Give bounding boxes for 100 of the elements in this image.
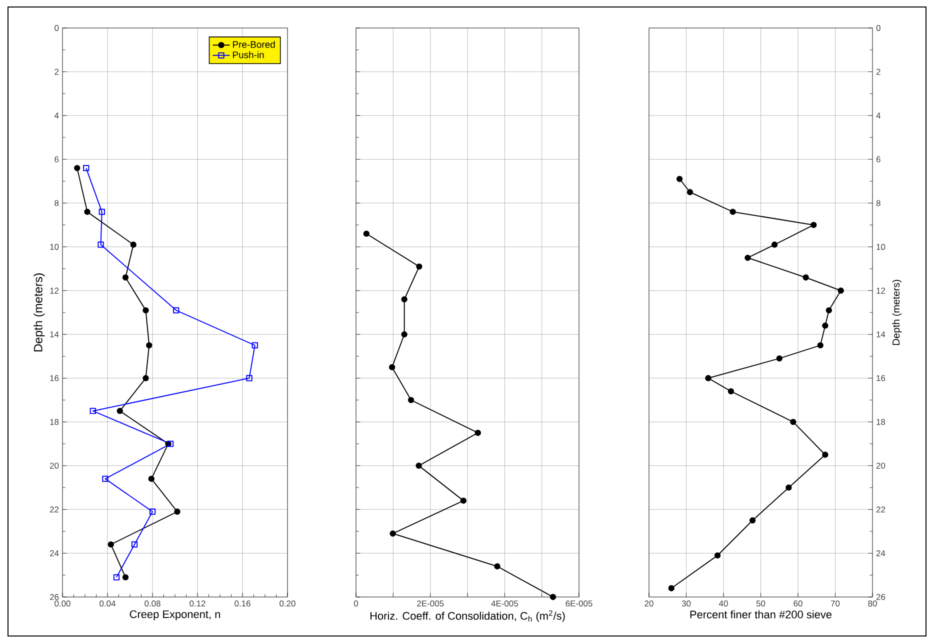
point: [810, 222, 817, 228]
point: [802, 274, 809, 281]
point: [786, 484, 792, 491]
point: [122, 274, 129, 281]
point: [822, 322, 828, 329]
y2-tick-label: 14: [876, 331, 886, 338]
point: [705, 375, 712, 382]
point: [817, 342, 824, 348]
y2-tick-label: 10: [876, 244, 886, 250]
point: [401, 296, 408, 302]
y-tick-label: 24: [50, 550, 59, 556]
point: [116, 408, 123, 414]
y-tick-label: 2: [54, 68, 59, 75]
y-axis-title: Depth (meters): [34, 273, 45, 352]
y-tick-label: 6: [54, 156, 59, 162]
x-tick-label: 40: [718, 600, 728, 607]
point: [822, 452, 828, 458]
x-tick-label: 0.00: [54, 600, 70, 607]
y2-axis-title: Depth (meters): [892, 280, 902, 345]
y-tick-label: 22: [50, 506, 59, 512]
x-tick-label: 80: [868, 600, 877, 607]
x-tick-label: 4E-005: [491, 600, 518, 607]
point: [388, 364, 396, 370]
point: [173, 307, 180, 314]
x-tick-label: 0.20: [280, 600, 296, 607]
point: [401, 331, 408, 338]
point: [494, 563, 500, 570]
y-tick-label: 20: [50, 462, 59, 469]
point: [149, 508, 156, 515]
y-tick-label: 26: [50, 594, 59, 600]
y2-tick-label: 8: [876, 200, 880, 206]
point: [98, 208, 105, 215]
y2-tick-label: 4: [876, 112, 880, 118]
x-axis-title: Horiz. Coeff. of Consolidation, C$_{h}$ (m$^{2}$/s): [370, 610, 565, 622]
y-tick-label: 10: [50, 244, 59, 250]
x-tick-label: 50: [756, 600, 766, 607]
y2-tick-label: 12: [876, 288, 886, 294]
point: [714, 552, 721, 559]
point: [363, 230, 370, 237]
point: [838, 288, 844, 294]
point: [142, 375, 149, 382]
point: [90, 408, 96, 414]
point: [826, 307, 832, 314]
x-tick-label: 30: [682, 600, 691, 607]
x-tick-label: 70: [830, 600, 840, 607]
y-tick-label: 16: [50, 375, 59, 382]
point: [84, 208, 90, 215]
point: [776, 355, 782, 362]
x-tick-label: 0.08: [144, 600, 160, 607]
x-tick-label: 0: [354, 600, 358, 607]
point: [771, 242, 778, 248]
y-tick-label: 0: [54, 25, 59, 31]
point: [550, 594, 556, 600]
point: [668, 585, 674, 592]
y2-tick-label: 0: [876, 25, 880, 31]
point: [174, 508, 180, 515]
point: [122, 574, 129, 580]
point: [390, 530, 396, 537]
point: [102, 476, 108, 482]
point: [790, 418, 796, 426]
point: [408, 396, 414, 404]
x-tick-label: 2E-005: [417, 600, 444, 607]
y2-tick-label: 6: [876, 156, 880, 162]
point: [142, 307, 149, 314]
y-tick-label: 18: [50, 418, 59, 425]
point: [676, 176, 683, 182]
point: [148, 476, 154, 482]
y2-tick-label: 22: [876, 506, 886, 512]
x-tick-label: 0.16: [234, 600, 250, 607]
legend-label: Push-in: [233, 51, 264, 58]
point: [108, 541, 114, 548]
y-tick-label: 8: [54, 200, 59, 206]
x-tick-label: 0.04: [100, 600, 116, 607]
point: [744, 254, 751, 261]
point: [730, 208, 736, 215]
point: [749, 517, 756, 524]
point: [146, 342, 152, 348]
point: [83, 164, 90, 172]
y-tick-label: 4: [54, 112, 59, 118]
point: [728, 388, 734, 394]
x-tick-label: 20: [644, 600, 654, 607]
x-tick-label: 6E-005: [566, 600, 592, 607]
point: [74, 164, 80, 172]
x-tick-label: 60: [794, 600, 802, 607]
point: [416, 263, 422, 270]
y2-tick-label: 18: [876, 418, 886, 425]
point: [460, 498, 467, 504]
point: [113, 574, 120, 580]
legend-label: Pre-Bored: [233, 40, 275, 48]
y2-tick-label: 26: [876, 594, 886, 600]
point: [131, 541, 138, 548]
point: [474, 430, 482, 436]
point: [246, 375, 252, 382]
point: [252, 342, 258, 348]
x-tick-label: 0.12: [190, 600, 206, 607]
y2-tick-label: 20: [876, 462, 886, 469]
x-axis-title: Percent finer than #200 sieve: [690, 610, 832, 618]
point: [98, 242, 104, 248]
point: [686, 189, 694, 196]
y-tick-label: 14: [50, 331, 59, 338]
